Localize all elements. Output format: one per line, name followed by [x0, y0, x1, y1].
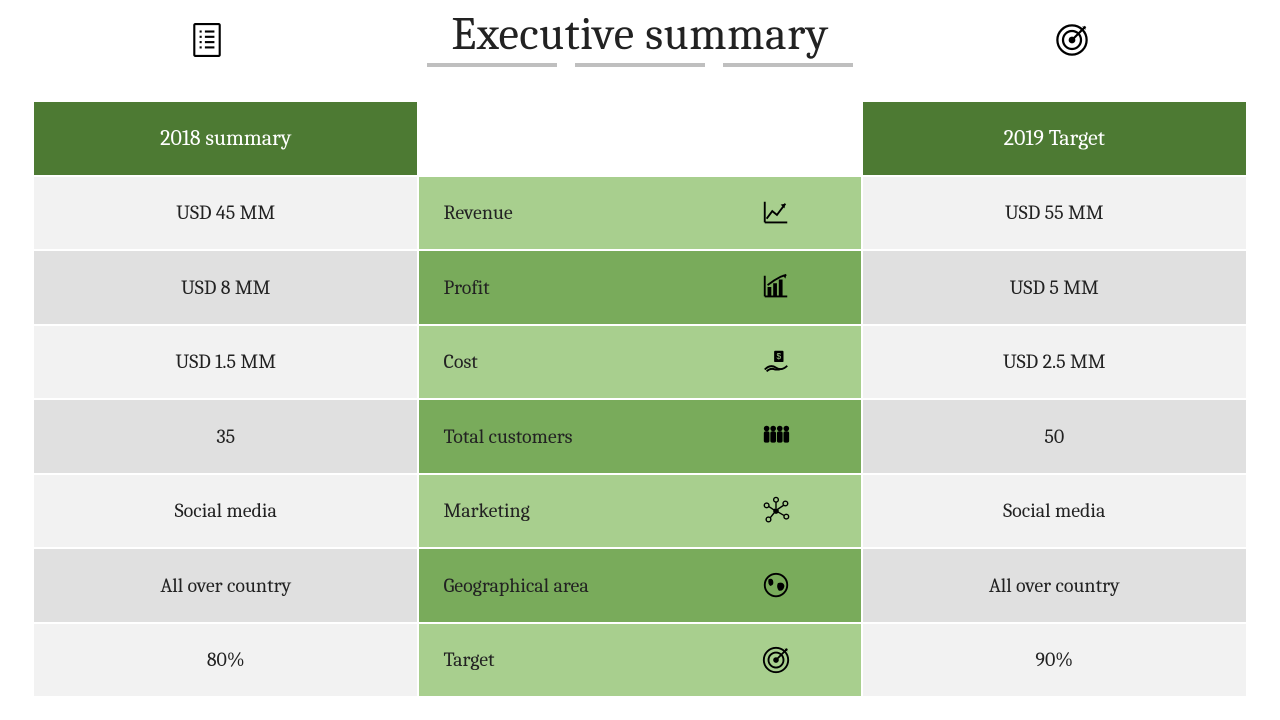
left-cell-5: All over country — [34, 549, 417, 622]
right-cell-5: All over country — [863, 549, 1247, 622]
row-label: Geographical area — [443, 574, 588, 597]
row-label: Profit — [443, 276, 489, 299]
right-cell-6: 90% — [863, 624, 1247, 697]
target-icon — [761, 645, 791, 675]
row-label: Total customers — [443, 425, 572, 448]
right-cell-2: USD 2.5 MM — [863, 326, 1247, 399]
row-label: Marketing — [443, 499, 529, 522]
network-icon — [761, 496, 791, 526]
mid-cell-6: Target — [419, 624, 860, 697]
left-cell-1: USD 8 MM — [34, 251, 417, 324]
globe-icon — [761, 570, 791, 600]
row-label: Revenue — [443, 201, 512, 224]
checklist-icon — [190, 22, 224, 58]
mid-cell-1: Profit — [419, 251, 860, 324]
header-right: 2019 Target — [863, 102, 1247, 175]
people-icon — [761, 421, 791, 451]
chart-line-icon — [761, 198, 791, 228]
left-cell-0: USD 45 MM — [34, 177, 417, 250]
left-cell-2: USD 1.5 MM — [34, 326, 417, 399]
right-cell-4: Social media — [863, 475, 1247, 548]
mid-cell-0: Revenue — [419, 177, 860, 250]
bar-chart-icon — [761, 272, 791, 302]
money-hand-icon — [761, 347, 791, 377]
left-cell-4: Social media — [34, 475, 417, 548]
target-icon — [1054, 22, 1090, 58]
right-cell-1: USD 5 MM — [863, 251, 1247, 324]
left-cell-6: 80% — [34, 624, 417, 697]
mid-cell-4: Marketing — [419, 475, 860, 548]
row-label: Cost — [443, 350, 477, 373]
left-cell-3: 35 — [34, 400, 417, 473]
mid-cell-3: Total customers — [419, 400, 860, 473]
header-left: 2018 summary — [34, 102, 417, 175]
right-cell-0: USD 55 MM — [863, 177, 1247, 250]
mid-cell-5: Geographical area — [419, 549, 860, 622]
title-underline — [0, 63, 1280, 67]
header-mid — [419, 102, 860, 175]
row-label: Target — [443, 648, 494, 671]
right-cell-3: 50 — [863, 400, 1247, 473]
summary-table: 2018 summary 2019 Target USD 45 MM Revenue U… — [34, 102, 1246, 696]
mid-cell-2: Cost — [419, 326, 860, 399]
